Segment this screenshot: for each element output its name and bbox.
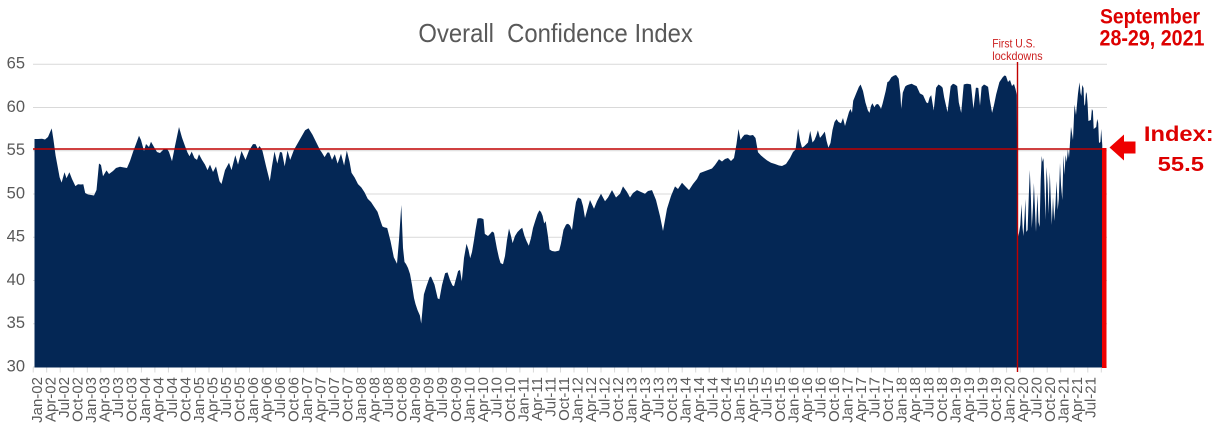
svg-text:Apr-15: Apr-15 [745,377,762,422]
svg-text:Oct-15: Oct-15 [772,377,789,422]
svg-text:Apr-18: Apr-18 [907,377,924,422]
svg-text:Jul-05: Jul-05 [218,377,235,418]
svg-text:Jan-11: Jan-11 [515,377,532,422]
svg-text:Apr-02: Apr-02 [43,377,60,422]
svg-text:Apr-12: Apr-12 [583,377,600,422]
svg-text:65: 65 [7,55,25,73]
svg-text:Jan-12: Jan-12 [569,377,586,423]
svg-text:Apr-13: Apr-13 [637,377,654,422]
svg-text:Jan-10: Jan-10 [461,377,478,423]
svg-text:Jul-15: Jul-15 [759,377,776,418]
svg-text:Jan-03: Jan-03 [83,377,100,423]
svg-text:Oct-14: Oct-14 [718,377,735,422]
svg-text:Jan-07: Jan-07 [299,377,316,423]
svg-text:Jan-05: Jan-05 [191,377,208,423]
svg-text:Jan-13: Jan-13 [623,377,640,423]
svg-text:Apr-10: Apr-10 [475,377,492,422]
svg-text:Oct-02: Oct-02 [70,377,87,422]
svg-text:Apr-03: Apr-03 [97,377,114,422]
svg-text:Oct-17: Oct-17 [880,377,897,422]
svg-text:Jan-14: Jan-14 [677,377,694,423]
svg-text:Oct-11: Oct-11 [556,377,573,421]
svg-text:60: 60 [7,98,25,116]
svg-text:Oct-16: Oct-16 [826,377,843,422]
svg-text:Apr-21: Apr-21 [1069,377,1086,422]
svg-text:Jul-07: Jul-07 [326,377,343,418]
svg-text:Jul-13: Jul-13 [650,377,667,418]
svg-text:Oct-07: Oct-07 [340,377,357,422]
svg-text:Apr-07: Apr-07 [313,377,330,422]
svg-text:Jul-19: Jul-19 [975,377,992,418]
svg-text:40: 40 [7,271,25,289]
svg-text:Apr-17: Apr-17 [853,377,870,422]
svg-text:Jan-15: Jan-15 [732,377,749,423]
svg-text:Jan-20: Jan-20 [1002,377,1019,423]
svg-text:Overall Confidence Index: Overall Confidence Index [418,18,692,48]
svg-text:Apr-14: Apr-14 [691,377,708,422]
svg-text:First U.S.: First U.S. [992,38,1035,51]
svg-text:Oct-12: Oct-12 [610,377,627,422]
svg-text:Jul-10: Jul-10 [488,377,505,418]
svg-text:Jul-20: Jul-20 [1029,377,1046,418]
svg-text:Apr-04: Apr-04 [151,377,168,422]
svg-text:Jul-02: Jul-02 [56,377,73,418]
svg-text:Jan-06: Jan-06 [245,377,262,423]
svg-text:Oct-03: Oct-03 [124,377,141,422]
svg-text:Apr-05: Apr-05 [205,377,222,422]
svg-text:lockdowns: lockdowns [992,50,1042,63]
svg-text:Oct-05: Oct-05 [232,377,249,422]
svg-text:45: 45 [7,228,25,246]
svg-text:Apr-16: Apr-16 [799,377,816,422]
svg-text:Apr-19: Apr-19 [961,377,978,422]
svg-text:Oct-19: Oct-19 [988,377,1005,422]
svg-text:Jan-02: Jan-02 [29,377,46,423]
svg-text:Apr-06: Apr-06 [259,377,276,422]
svg-text:Oct-06: Oct-06 [286,377,303,422]
svg-text:Oct-18: Oct-18 [934,377,951,422]
svg-text:Jul-17: Jul-17 [867,377,884,418]
svg-text:Jul-11: Jul-11 [542,377,559,417]
svg-text:Jul-16: Jul-16 [813,377,830,418]
svg-text:Oct-10: Oct-10 [502,377,519,422]
svg-text:Oct-20: Oct-20 [1042,377,1059,422]
svg-text:Jul-06: Jul-06 [272,377,289,418]
svg-text:Apr-09: Apr-09 [421,377,438,422]
svg-text:Jan-19: Jan-19 [948,377,965,423]
svg-text:35: 35 [7,314,25,332]
svg-text:Jul-09: Jul-09 [434,377,451,418]
svg-text:Apr-11: Apr-11 [529,377,546,421]
svg-text:Jul-08: Jul-08 [380,377,397,418]
svg-text:55.5: 55.5 [1158,153,1204,176]
svg-text:Jan-09: Jan-09 [407,377,424,423]
svg-text:55: 55 [7,141,25,159]
svg-text:Oct-13: Oct-13 [664,377,681,422]
svg-text:Apr-20: Apr-20 [1015,377,1032,422]
svg-text:Jul-03: Jul-03 [110,377,127,418]
svg-text:Jan-04: Jan-04 [137,377,154,423]
svg-text:Jan-18: Jan-18 [894,377,911,423]
svg-text:September: September [1100,5,1201,29]
svg-text:Index:: Index: [1144,123,1214,146]
svg-text:Jan-21: Jan-21 [1056,377,1073,423]
svg-text:Jul-12: Jul-12 [596,377,613,418]
svg-text:30: 30 [7,357,25,375]
svg-text:Jul-04: Jul-04 [164,377,181,418]
svg-text:Jan-16: Jan-16 [786,377,803,423]
svg-text:Apr-08: Apr-08 [367,377,384,422]
svg-text:28-29, 2021: 28-29, 2021 [1100,25,1205,50]
svg-text:Jul-14: Jul-14 [705,377,722,418]
svg-text:Jul-21: Jul-21 [1083,377,1100,418]
svg-text:Oct-08: Oct-08 [394,377,411,422]
svg-text:Oct-04: Oct-04 [178,377,195,422]
svg-text:Jan-17: Jan-17 [840,377,857,423]
svg-text:Jul-18: Jul-18 [921,377,938,418]
svg-text:Jan-08: Jan-08 [353,377,370,423]
svg-text:50: 50 [7,184,25,202]
svg-text:Oct-09: Oct-09 [448,377,465,422]
